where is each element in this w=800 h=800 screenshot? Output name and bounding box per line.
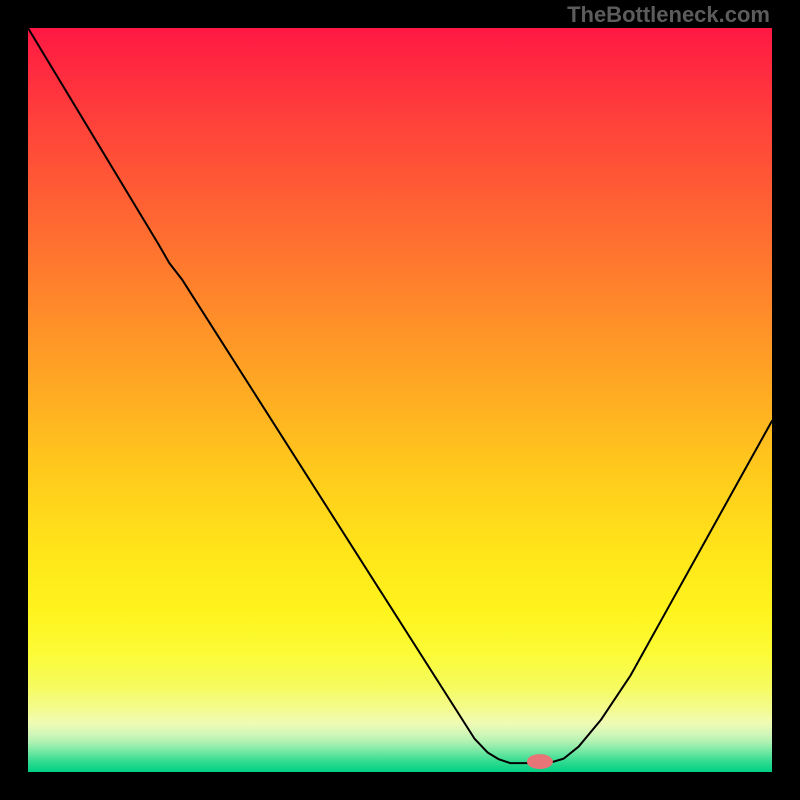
frame-border-right <box>772 0 800 800</box>
chart-svg <box>0 0 800 800</box>
gradient-background <box>28 28 772 772</box>
watermark-text: TheBottleneck.com <box>567 2 770 28</box>
bottleneck-chart: TheBottleneck.com <box>0 0 800 800</box>
frame-border-left <box>0 0 28 800</box>
frame-border-bottom <box>0 772 800 800</box>
min-marker <box>527 754 553 769</box>
